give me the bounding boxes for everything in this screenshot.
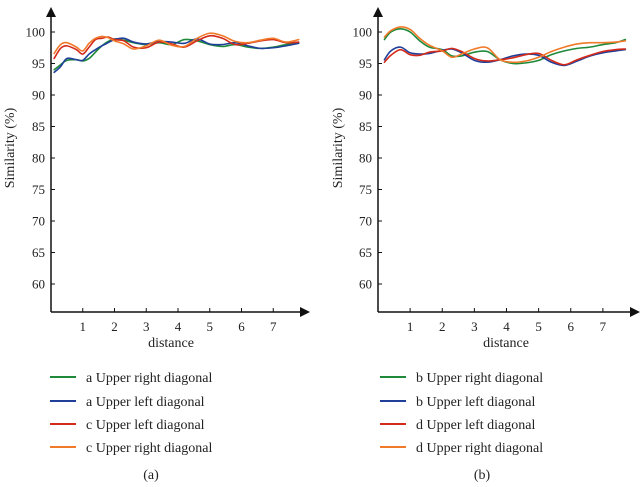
x-tick-label: 6	[238, 319, 245, 334]
series-line-4	[383, 26, 627, 64]
legend-label: a Upper left diagonal	[86, 395, 205, 410]
series-line-1	[383, 28, 627, 65]
y-tick-label: 95	[359, 56, 372, 71]
x-tick-label: 1	[80, 319, 87, 334]
y-axis-title: Similarity (%)	[331, 107, 346, 188]
y-tick-label: 100	[353, 25, 373, 40]
y-tick-label: 60	[32, 277, 45, 292]
y-tick-label: 100	[26, 25, 46, 40]
y-tick-label: 95	[32, 56, 45, 71]
x-axis-title: distance	[483, 336, 529, 351]
series-line-2	[53, 37, 300, 74]
y-axis-title: Similarity (%)	[3, 107, 18, 188]
y-tick-label: 85	[32, 119, 45, 134]
legend: a Upper right diagonal a Upper left diag…	[50, 371, 212, 456]
y-tick-label: 85	[359, 119, 372, 134]
series-line-4	[53, 32, 300, 55]
y-tick-label: 80	[32, 151, 45, 166]
x-tick-label: 7	[600, 319, 607, 334]
y-tick-label: 90	[32, 88, 45, 103]
panel-label: (b)	[474, 468, 491, 483]
x-axis-title: distance	[148, 336, 194, 351]
x-tick-label: 4	[503, 319, 510, 334]
x-tick-label: 3	[143, 319, 150, 334]
legend-label: d Upper left diagonal	[416, 418, 535, 433]
legend-label: b Upper right diagonal	[416, 371, 543, 386]
y-tick-label: 80	[359, 151, 372, 166]
x-tick-label: 1	[407, 319, 414, 334]
chart-panel-b: Similarity (%) distance b Upper right di…	[331, 7, 640, 483]
x-tick-label: 5	[207, 319, 214, 334]
x-tick-label: 6	[568, 319, 575, 334]
panel-label: (a)	[143, 468, 159, 483]
legend-label: c Upper right diagonal	[86, 441, 212, 456]
x-tick-label: 3	[471, 319, 478, 334]
series-line-3	[383, 47, 627, 66]
x-tick-label: 2	[111, 319, 118, 334]
x-tick-label: 4	[175, 319, 182, 334]
legend-label: a Upper right diagonal	[86, 371, 212, 386]
x-tick-label: 7	[270, 319, 277, 334]
legend-label: d Upper right diagonal	[416, 441, 543, 456]
x-tick-label: 2	[439, 319, 446, 334]
y-tick-label: 65	[359, 245, 372, 260]
y-tick-label: 65	[32, 245, 45, 260]
x-tick-label: 5	[535, 319, 542, 334]
y-tick-label: 75	[359, 182, 372, 197]
legend-label: c Upper left diagonal	[86, 418, 205, 433]
legend-label: b Upper left diagonal	[416, 395, 535, 410]
chart-panel-a: Similarity (%) distance a Upper right di…	[3, 7, 310, 483]
y-tick-label: 75	[32, 182, 45, 197]
y-tick-label: 60	[359, 277, 372, 292]
legend: b Upper right diagonal b Upper left diag…	[380, 371, 543, 456]
y-tick-label: 70	[359, 214, 372, 229]
y-tick-label: 70	[32, 214, 45, 229]
y-tick-label: 90	[359, 88, 372, 103]
